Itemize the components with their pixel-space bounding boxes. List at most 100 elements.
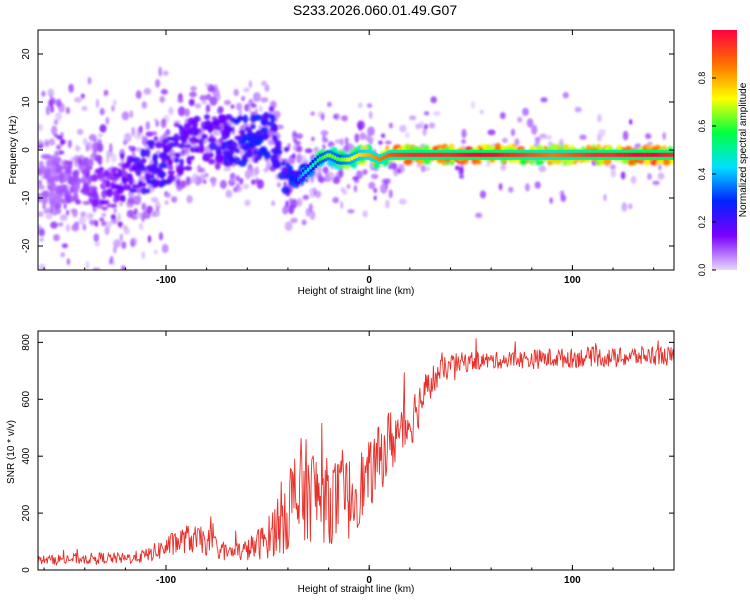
heatmap-noise-cell [150,197,159,203]
heatmap-ridge-core [438,152,442,157]
heatmap-cell [167,170,175,175]
heatmap-ridge-core [358,152,361,157]
heatmap-ridge-core [650,152,654,157]
heatmap-noise-cell [67,139,72,149]
heatmap-ridge-core [421,152,425,157]
heatmap-cell [260,113,269,122]
heatmap-noise-cell [139,125,143,134]
heatmap-noise-cell [254,166,260,176]
heatmap-noise-cell [384,140,392,145]
heatmap-noise-cell [475,212,483,218]
heatmap-cell [82,200,91,205]
heatmap-ridge-core [382,155,386,160]
heatmap-cell [263,150,271,160]
heatmap-noise-cell [68,83,74,93]
heatmap-ridge-core [506,152,510,157]
heatmap-noise-cell [315,190,322,199]
heatmap-ridge [297,149,674,184]
heatmap-noise-cell [165,192,172,198]
heatmap-ridge-core [609,152,613,157]
heatmap-noise-cell [101,206,106,211]
heatmap-cell [116,190,123,195]
heatmap-noise-cell [282,205,289,215]
heatmap-noise-cell [373,187,378,194]
heatmap-noise-cell [158,232,164,241]
heatmap-noise-cell [113,246,117,254]
heatmap-cell [146,139,156,146]
heatmap-x-axis-label: Height of straight line (km) [298,286,415,297]
heatmap-cell [259,146,268,154]
heatmap-noise-cell [358,102,363,109]
heatmap-noise-cell [155,79,161,88]
heatmap-cell [137,183,144,188]
heatmap-noise-cell [245,169,253,178]
heatmap-noise-cell [320,130,329,136]
heatmap-noise-cell [396,168,402,174]
heatmap-noise-cell [480,109,484,115]
heatmap-ridge-core [399,152,403,157]
heatmap-ridge-core [509,152,513,157]
heatmap-ridge-core [306,167,310,172]
heatmap-cell [221,134,228,141]
heatmap-ridge-core [338,157,342,162]
heatmap-noise-cell [255,177,259,184]
heatmap-noise-cell [65,106,70,115]
heatmap-noise-cell [137,212,143,219]
heatmap-noise-cell [219,179,227,189]
heatmap-ridge-core [360,152,364,157]
heatmap-cell [152,153,159,160]
heatmap-ridge-core [553,152,557,157]
heatmap-noise-cell [145,121,151,130]
heatmap-ridge-core [667,152,671,157]
heatmap-noise-cell [549,197,553,204]
heatmap-noise-cell [50,221,58,229]
heatmap-ridge-core [665,152,669,157]
heatmap-noise-cell [163,132,168,139]
heatmap-ridge-core [409,152,413,157]
heatmap-cell [40,154,50,160]
heatmap-noise-cell [45,105,51,116]
heatmap-noise-cell [66,184,71,191]
heatmap-noise-cell [106,153,110,164]
heatmap-ridge-core [345,157,349,162]
heatmap-cell [216,154,223,161]
heatmap-noise-cell [177,106,186,117]
heatmap-ridge-core [455,152,459,157]
heatmap-ridge-core [470,152,474,157]
heatmap-ridge-core [614,152,618,157]
heatmap-ridge-core [458,152,461,157]
heatmap-noise-cell [305,208,311,217]
heatmap-noise-cell [129,110,134,119]
heatmap-noise-cell [110,214,116,220]
heatmap-noise-cell [112,99,117,106]
heatmap-noise-cell [487,129,496,136]
heatmap-noise-cell [459,166,464,176]
heatmap-noise-cell [498,183,503,191]
heatmap-noise-cell [461,139,467,144]
heatmap-ridge-core [672,152,674,157]
heatmap-noise-cell [63,273,69,278]
heatmap-noise-cell [217,106,224,114]
heatmap-noise-cell [236,182,240,190]
heatmap-noise-cell [45,213,53,220]
heatmap-ridge-core [477,152,481,157]
snr-y-tick-label: 0 [21,567,32,573]
heatmap-noise-cell [420,164,426,173]
heatmap-ridge-core [475,152,479,157]
heatmap-noise-cell [130,237,137,247]
heatmap-cell [242,114,248,124]
heatmap-noise-cell [538,165,547,173]
heatmap-ridge-core [450,152,454,157]
heatmap-noise-cell [189,91,197,98]
heatmap-cell [55,164,63,174]
heatmap-noise-cell [105,116,110,125]
heatmap-noise-cell [367,126,375,137]
heatmap-noise-cell [525,183,530,192]
heatmap-noise-cell [43,139,50,145]
heatmap-ridge-core [460,152,464,157]
heatmap-noise-cell [318,176,325,183]
heatmap-noise-cell [310,111,316,116]
heatmap-noise-cell [191,173,200,183]
heatmap-cell [494,142,502,152]
